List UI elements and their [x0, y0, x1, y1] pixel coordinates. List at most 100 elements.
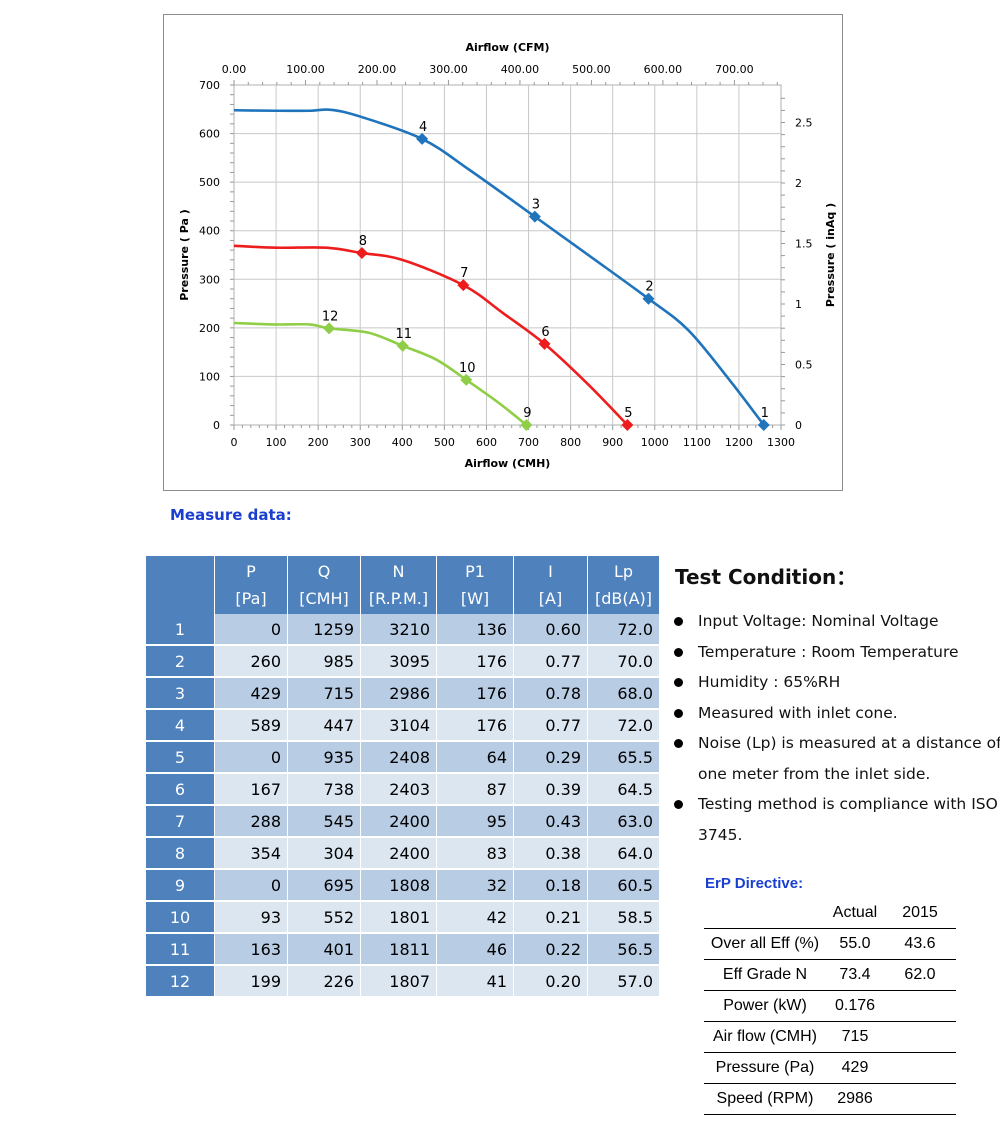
bullet-icon: [674, 678, 683, 687]
y2-axis-title: Pressure ( inAq ): [824, 203, 837, 307]
erp-value-cell: 2986: [826, 1083, 884, 1115]
table-cell: 589: [215, 710, 288, 742]
header-p1: P1 [W]: [437, 556, 514, 614]
data-point-marker: [538, 337, 551, 350]
table-cell: 3210: [361, 614, 437, 646]
table-cell: 0.38: [514, 838, 588, 870]
measure-data-table: P [Pa] Q [CMH] N [R.P.M.] P1 [W] I [A] Lp [dB(…: [146, 556, 660, 998]
erp-value-cell: [884, 1021, 956, 1053]
table-row: 12 199 226 1807 41 0.20 57.0: [146, 966, 660, 998]
table-row: 10 93 552 1801 42 0.21 58.5: [146, 902, 660, 934]
bullet-icon: [674, 800, 683, 809]
table-cell: 0.29: [514, 742, 588, 774]
header-lp: Lp [dB(A)]: [588, 556, 660, 614]
test-condition-item: Testing method is compliance with ISO: [674, 789, 1000, 820]
table-cell: 72.0: [588, 710, 660, 742]
table-cell: 68.0: [588, 678, 660, 710]
table-cell: 0.20: [514, 966, 588, 998]
x-tick-label: 900: [602, 436, 623, 449]
bullet-icon: [674, 708, 683, 718]
erp-value-cell: 55.0: [826, 928, 884, 960]
data-point-marker: [621, 419, 634, 431]
erp-value-cell: 715: [826, 1021, 884, 1053]
table-cell: 46: [437, 934, 514, 966]
table-row: 4 589 447 3104 176 0.77 72.0: [146, 710, 660, 742]
table-cell: 95: [437, 806, 514, 838]
table-cell: 935: [288, 742, 361, 774]
test-condition-title: Test Condition：: [675, 565, 857, 589]
header-i: I [A]: [514, 556, 588, 614]
table-cell: 1801: [361, 902, 437, 934]
data-point-marker: [520, 419, 533, 431]
erp-row: Over all Eff (%) 55.0 43.6: [704, 928, 956, 960]
table-cell: 2400: [361, 838, 437, 870]
x-tick-label: 1100: [683, 436, 711, 449]
erp-directive-title: ErP Directive:: [705, 875, 804, 892]
x2-tick-label: 100.00: [286, 63, 325, 76]
data-point-marker: [757, 419, 770, 431]
data-point-marker: [396, 339, 409, 352]
data-point-label: 4: [419, 120, 427, 135]
x-tick-label: 500: [434, 436, 455, 449]
x-tick-label: 700: [518, 436, 539, 449]
table-cell: 64: [437, 742, 514, 774]
table-cell: 65.5: [588, 742, 660, 774]
erp-header-blank: [704, 898, 826, 929]
table-cell: 0.77: [514, 646, 588, 678]
data-point-label: 8: [359, 234, 367, 249]
y-tick-label: 700: [199, 79, 220, 92]
x2-tick-label: 600.00: [644, 63, 683, 76]
x-tick-label: 600: [476, 436, 497, 449]
series-line-3: [233, 321, 528, 427]
test-condition-list: Input Voltage: Nominal Voltage Temperatu…: [674, 606, 1000, 850]
header-p: P [Pa]: [215, 556, 288, 614]
row-index-cell: 4: [146, 710, 215, 742]
header-n: N [R.P.M.]: [361, 556, 437, 614]
row-index-cell: 5: [146, 742, 215, 774]
data-point-marker: [528, 210, 541, 223]
erp-row: Power (kW) 0.176: [704, 990, 956, 1022]
test-condition-item: Noise (Lp) is measured at a distance of: [674, 728, 1000, 759]
table-cell: 0.21: [514, 902, 588, 934]
y-tick-label: 400: [199, 225, 220, 238]
y2-tick-label: 2.5: [795, 117, 813, 130]
erp-row: Speed (RPM) 2986: [704, 1083, 956, 1115]
plot-area: [233, 84, 782, 426]
table-row: 3 429 715 2986 176 0.78 68.0: [146, 678, 660, 710]
table-cell: 32: [437, 870, 514, 902]
x-tick-label: 200: [308, 436, 329, 449]
table-cell: 1808: [361, 870, 437, 902]
erp-table: Actual 2015 Over all Eff (%) 55.0 43.6 Eff …: [704, 898, 956, 1115]
table-cell: 93: [215, 902, 288, 934]
x2-tick-label: 300.00: [429, 63, 468, 76]
y-tick-label: 100: [199, 370, 220, 383]
y-tick-label: 200: [199, 322, 220, 335]
data-point-label: 12: [322, 309, 339, 324]
table-cell: 3095: [361, 646, 437, 678]
x-tick-label: 100: [266, 436, 287, 449]
erp-value-cell: 0.176: [826, 990, 884, 1022]
measure-data-title: Measure data:: [170, 506, 292, 524]
table-cell: 163: [215, 934, 288, 966]
table-cell: 401: [288, 934, 361, 966]
table-cell: 1811: [361, 934, 437, 966]
table-cell: 2403: [361, 774, 437, 806]
series-line-2: [233, 244, 629, 426]
table-cell: 58.5: [588, 902, 660, 934]
x2-tick-label: 200.00: [358, 63, 397, 76]
table-cell: 2986: [361, 678, 437, 710]
erp-header-actual: Actual: [826, 898, 884, 929]
bullet-icon: [674, 739, 683, 748]
erp-label-cell: Power (kW): [704, 990, 826, 1022]
table-cell: 64.5: [588, 774, 660, 806]
table-cell: 199: [215, 966, 288, 998]
y-tick-label: 500: [199, 176, 220, 189]
performance-chart: 0 100 200 300 400 500 600 700 800 900 1000 1100 1200…: [163, 14, 843, 491]
table-cell: 3104: [361, 710, 437, 742]
y2-tick-label: 1.5: [795, 238, 813, 251]
data-point-label: 7: [460, 266, 468, 281]
x-tick-label: 0: [231, 436, 238, 449]
x2-tick-label: 0.00: [222, 63, 247, 76]
table-cell: 1259: [288, 614, 361, 646]
x-tick-label: 300: [350, 436, 371, 449]
